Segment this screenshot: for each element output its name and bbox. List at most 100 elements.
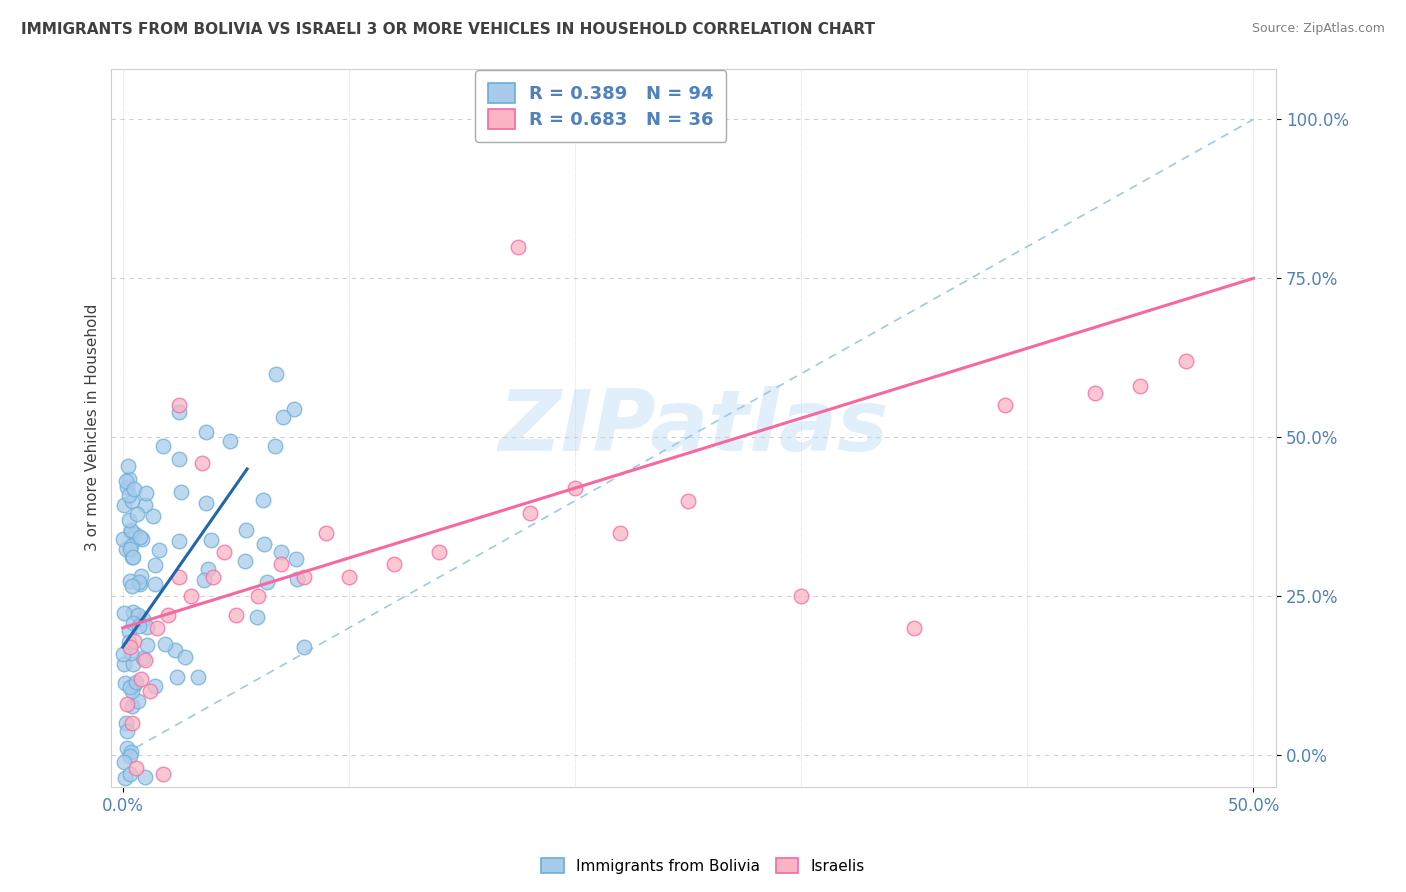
Point bbox=[121, 550, 143, 565]
Point bbox=[129, 577, 152, 591]
Point bbox=[246, 610, 269, 624]
Point bbox=[117, 513, 139, 527]
Point bbox=[121, 657, 143, 672]
Point bbox=[148, 543, 170, 558]
Point bbox=[519, 507, 541, 521]
Point bbox=[427, 544, 450, 558]
Point bbox=[122, 633, 145, 648]
Point bbox=[247, 589, 270, 603]
Point bbox=[143, 577, 166, 591]
Point bbox=[191, 456, 214, 470]
Point bbox=[143, 558, 166, 572]
Point bbox=[292, 640, 315, 654]
Point bbox=[121, 550, 143, 565]
Point bbox=[115, 723, 138, 738]
Point bbox=[167, 399, 190, 413]
Point bbox=[214, 544, 236, 558]
Point bbox=[127, 608, 149, 623]
Point bbox=[118, 542, 141, 557]
Point bbox=[256, 574, 278, 589]
Point bbox=[264, 439, 287, 453]
Point bbox=[131, 532, 153, 546]
Point bbox=[136, 638, 159, 652]
Point bbox=[167, 570, 190, 584]
Point bbox=[135, 486, 157, 500]
Point bbox=[315, 525, 337, 540]
Point bbox=[114, 676, 136, 690]
Point bbox=[270, 558, 292, 572]
Point bbox=[139, 684, 162, 698]
Point bbox=[136, 619, 159, 633]
Point bbox=[564, 481, 586, 495]
Point bbox=[252, 536, 274, 550]
Point bbox=[200, 533, 222, 547]
Point bbox=[129, 530, 152, 544]
Point bbox=[131, 651, 153, 665]
Point bbox=[170, 485, 193, 500]
Point bbox=[121, 683, 143, 698]
Point bbox=[128, 575, 150, 590]
Point bbox=[283, 402, 305, 417]
Point bbox=[122, 605, 145, 619]
Point bbox=[112, 657, 135, 671]
Point bbox=[118, 767, 141, 781]
Point bbox=[125, 674, 148, 689]
Point bbox=[337, 570, 360, 584]
Point bbox=[271, 410, 294, 425]
Point bbox=[167, 534, 190, 549]
Point bbox=[115, 541, 138, 556]
Point bbox=[142, 508, 165, 523]
Text: ZIPatlas: ZIPatlas bbox=[499, 386, 889, 469]
Point bbox=[120, 524, 142, 539]
Point bbox=[284, 552, 307, 566]
Point bbox=[132, 611, 155, 625]
Point bbox=[202, 570, 225, 584]
Point bbox=[167, 452, 190, 467]
Point bbox=[120, 523, 142, 537]
Point bbox=[114, 474, 136, 488]
Point bbox=[1129, 379, 1152, 393]
Point bbox=[790, 589, 813, 603]
Y-axis label: 3 or more Vehicles in Household: 3 or more Vehicles in Household bbox=[86, 304, 100, 551]
Point bbox=[120, 539, 142, 553]
Legend: Immigrants from Bolivia, Israelis: Immigrants from Bolivia, Israelis bbox=[536, 852, 870, 880]
Point bbox=[111, 648, 134, 662]
Point bbox=[163, 643, 186, 657]
Point bbox=[121, 716, 143, 731]
Point bbox=[115, 716, 138, 731]
Point bbox=[156, 608, 179, 623]
Point bbox=[197, 562, 219, 576]
Point bbox=[508, 239, 530, 253]
Point bbox=[121, 494, 143, 508]
Point bbox=[195, 496, 218, 510]
Point bbox=[225, 608, 247, 623]
Point bbox=[994, 399, 1017, 413]
Point bbox=[129, 569, 152, 583]
Text: IMMIGRANTS FROM BOLIVIA VS ISRAELI 3 OR MORE VEHICLES IN HOUSEHOLD CORRELATION C: IMMIGRANTS FROM BOLIVIA VS ISRAELI 3 OR … bbox=[21, 22, 875, 37]
Point bbox=[155, 637, 177, 651]
Point bbox=[118, 624, 141, 638]
Point bbox=[285, 572, 308, 586]
Text: Source: ZipAtlas.com: Source: ZipAtlas.com bbox=[1251, 22, 1385, 36]
Point bbox=[134, 499, 156, 513]
Point bbox=[118, 634, 141, 648]
Point bbox=[676, 493, 699, 508]
Point bbox=[903, 621, 925, 635]
Point bbox=[117, 740, 139, 755]
Point bbox=[235, 523, 257, 537]
Point bbox=[1174, 354, 1197, 368]
Point bbox=[1084, 385, 1107, 400]
Point bbox=[270, 545, 292, 559]
Point bbox=[193, 573, 215, 587]
Point bbox=[118, 640, 141, 654]
Point bbox=[609, 525, 631, 540]
Point bbox=[112, 499, 135, 513]
Point bbox=[143, 679, 166, 693]
Point bbox=[120, 574, 142, 588]
Point bbox=[167, 405, 190, 419]
Point bbox=[115, 480, 138, 494]
Legend: R = 0.389   N = 94, R = 0.683   N = 36: R = 0.389 N = 94, R = 0.683 N = 36 bbox=[475, 70, 727, 142]
Point bbox=[115, 697, 138, 711]
Point bbox=[127, 694, 149, 708]
Point bbox=[122, 482, 145, 496]
